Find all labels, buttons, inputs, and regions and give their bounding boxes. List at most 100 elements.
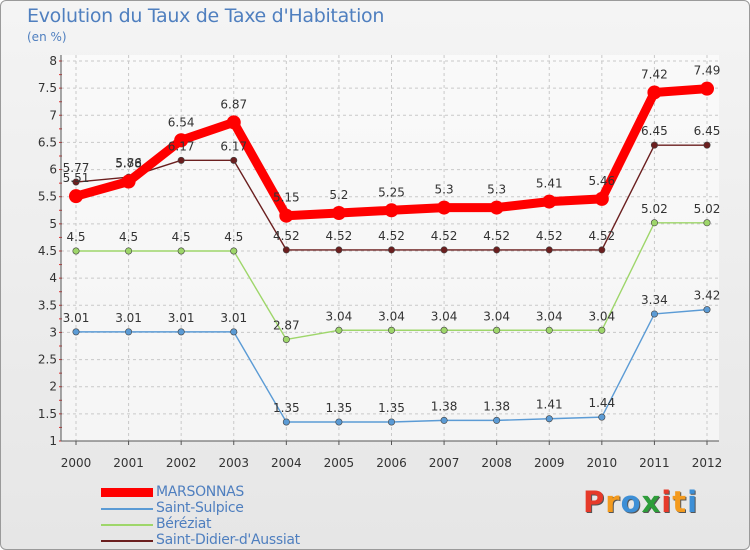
data-point (703, 141, 711, 149)
y-tick-label: 2.5 (38, 353, 57, 367)
data-label: 5.2 (329, 188, 348, 202)
legend-label: Saint-Didier-d'Aussiat (156, 532, 300, 548)
data-point (282, 246, 290, 254)
data-label: 5.51 (63, 171, 90, 185)
x-tick-label: 2007 (429, 456, 460, 470)
data-point (437, 200, 452, 215)
data-point (598, 413, 606, 421)
data-point (335, 246, 343, 254)
y-tick-label: 5.5 (38, 190, 57, 204)
y-tick-label: 7.5 (38, 81, 57, 95)
y-tick-label: 3 (49, 325, 57, 339)
data-point (125, 328, 133, 336)
data-point (440, 416, 448, 424)
data-label: 4.5 (224, 230, 243, 244)
data-label: 4.52 (536, 229, 563, 243)
data-label: 4.52 (378, 229, 405, 243)
data-point (700, 81, 714, 96)
y-tick-label: 7 (49, 108, 57, 122)
x-tick-label: 2009 (534, 456, 565, 470)
data-label: 5.3 (435, 183, 454, 197)
data-point (440, 246, 448, 254)
data-point (72, 178, 80, 186)
data-point (279, 208, 294, 223)
data-label: 2.87 (273, 318, 300, 332)
legend-item: Béréziat (101, 516, 401, 533)
data-point (387, 326, 395, 334)
data-label: 5.25 (378, 185, 405, 199)
data-label: 3.04 (536, 309, 563, 323)
x-tick-label: 2000 (61, 456, 92, 470)
data-point (177, 328, 185, 336)
data-point (647, 85, 662, 100)
y-tick-label: 1.5 (38, 407, 57, 421)
data-label: 3.04 (431, 309, 458, 323)
y-tick-label: 1 (49, 434, 57, 448)
data-label: 4.5 (66, 230, 85, 244)
legend-swatch (101, 508, 153, 510)
data-label: 4.52 (431, 229, 458, 243)
data-label: 4.5 (172, 230, 191, 244)
data-label: 4.52 (326, 229, 353, 243)
legend-swatch (101, 488, 153, 497)
data-point (72, 328, 80, 336)
data-label: 4.5 (119, 230, 138, 244)
data-point (335, 418, 343, 426)
y-tick-label: 3.5 (38, 298, 57, 312)
x-tick-label: 2012 (692, 456, 723, 470)
data-point (489, 200, 504, 215)
data-point (174, 133, 189, 148)
data-point (387, 246, 395, 254)
data-point (230, 247, 238, 255)
data-point (650, 310, 658, 318)
chart-title: Evolution du Taux de Taxe d'Habitation (27, 5, 385, 27)
data-point (703, 306, 711, 314)
data-label: 1.35 (378, 401, 405, 415)
data-label: 6.45 (641, 124, 668, 138)
legend-item: Saint-Didier-d'Aussiat (101, 532, 401, 549)
data-point (121, 174, 136, 189)
data-point (493, 326, 501, 334)
x-tick-label: 2004 (271, 456, 302, 470)
x-tick-label: 2011 (639, 456, 670, 470)
logo-letter: o (620, 485, 642, 519)
data-label: 5.78 (115, 157, 142, 171)
data-label: 3.04 (378, 309, 405, 323)
chart-subtitle: (en %) (27, 30, 67, 44)
data-label: 5.3 (487, 183, 506, 197)
data-label: 4.52 (273, 229, 300, 243)
data-label: 4.52 (588, 229, 615, 243)
x-tick-label: 2008 (481, 456, 512, 470)
data-point (69, 189, 83, 204)
data-point (598, 246, 606, 254)
legend-label: MARSONNAS (156, 484, 244, 500)
y-tick-label: 4 (49, 271, 57, 285)
x-tick-label: 2001 (113, 456, 144, 470)
data-point (594, 191, 609, 206)
data-point (177, 156, 185, 164)
y-tick-label: 5 (49, 217, 57, 231)
legend-item: Saint-Sulpice (101, 500, 401, 517)
data-label: 5.02 (641, 202, 668, 216)
data-point (440, 326, 448, 334)
data-point (331, 206, 346, 220)
data-point (226, 115, 241, 130)
legend-label: Saint-Sulpice (156, 500, 244, 516)
data-label: 1.41 (536, 398, 563, 412)
data-label: 6.17 (168, 139, 195, 153)
data-point (545, 415, 553, 423)
y-tick-label: 4.5 (38, 244, 57, 258)
y-tick-label: 6 (49, 163, 57, 177)
x-tick-label: 2010 (587, 456, 618, 470)
y-tick-label: 2 (49, 380, 57, 394)
logo-letter: i (661, 485, 673, 519)
data-label: 6.45 (694, 124, 721, 138)
data-label: 1.44 (588, 396, 615, 410)
data-label: 3.42 (694, 289, 721, 303)
data-label: 3.04 (483, 309, 510, 323)
data-point (542, 194, 557, 209)
x-tick-label: 2005 (324, 456, 355, 470)
data-label: 7.42 (641, 67, 668, 81)
